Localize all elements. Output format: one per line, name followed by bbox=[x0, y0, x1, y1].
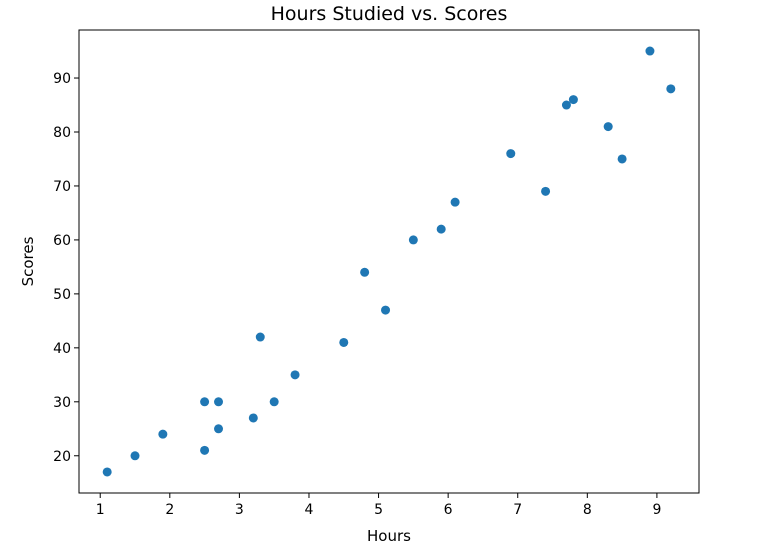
scatter-point bbox=[339, 337, 349, 347]
scatter-point bbox=[450, 197, 460, 207]
scatter-point bbox=[541, 186, 551, 196]
y-tick-label: 50 bbox=[53, 287, 71, 303]
x-tick-label: 7 bbox=[513, 502, 522, 518]
scatter-point bbox=[666, 84, 676, 94]
scatter-point bbox=[102, 467, 112, 477]
y-tick-label: 30 bbox=[53, 395, 71, 411]
y-tick-label: 60 bbox=[53, 233, 71, 249]
x-axis-label: Hours bbox=[367, 527, 411, 545]
data-points bbox=[102, 46, 676, 477]
scatter-point bbox=[200, 445, 210, 455]
scatter-point bbox=[130, 451, 140, 461]
scatter-point bbox=[645, 46, 655, 56]
x-tick-label: 3 bbox=[235, 502, 244, 518]
x-axis-ticks: 1 2 3 4 5 6 7 8 9 bbox=[96, 493, 661, 518]
scatter-point bbox=[214, 424, 224, 434]
x-tick-label: 2 bbox=[165, 502, 174, 518]
scatter-point bbox=[506, 149, 516, 159]
scatter-point bbox=[248, 413, 258, 423]
scatter-point bbox=[408, 235, 418, 245]
scatter-point bbox=[381, 305, 391, 315]
scatter-point bbox=[269, 397, 279, 407]
y-axis-ticks: 20 30 40 50 60 70 80 90 bbox=[53, 71, 79, 465]
x-tick-label: 5 bbox=[374, 502, 383, 518]
scatter-point bbox=[436, 224, 446, 234]
scatter-point bbox=[200, 397, 210, 407]
scatter-point bbox=[568, 95, 578, 105]
scatter-point bbox=[158, 429, 168, 439]
scatter-point bbox=[214, 397, 224, 407]
y-tick-label: 80 bbox=[53, 125, 71, 141]
x-tick-label: 1 bbox=[96, 502, 105, 518]
plot-frame bbox=[78, 29, 700, 494]
x-tick-label: 6 bbox=[444, 502, 453, 518]
y-tick-label: 70 bbox=[53, 179, 71, 195]
scatter-point bbox=[561, 100, 571, 110]
y-axis-label: Scores bbox=[19, 236, 37, 286]
x-tick-label: 8 bbox=[583, 502, 592, 518]
chart-title: Hours Studied vs. Scores bbox=[271, 3, 508, 25]
x-tick-label: 9 bbox=[652, 502, 661, 518]
scatter-point bbox=[360, 267, 370, 277]
scatter-point bbox=[290, 370, 300, 380]
y-tick-label: 40 bbox=[53, 341, 71, 357]
scatter-point bbox=[617, 154, 627, 164]
y-tick-label: 20 bbox=[53, 449, 71, 465]
scatter-point bbox=[603, 122, 613, 132]
y-tick-label: 90 bbox=[53, 71, 71, 87]
scatter-point bbox=[255, 332, 265, 342]
x-tick-label: 4 bbox=[305, 502, 314, 518]
